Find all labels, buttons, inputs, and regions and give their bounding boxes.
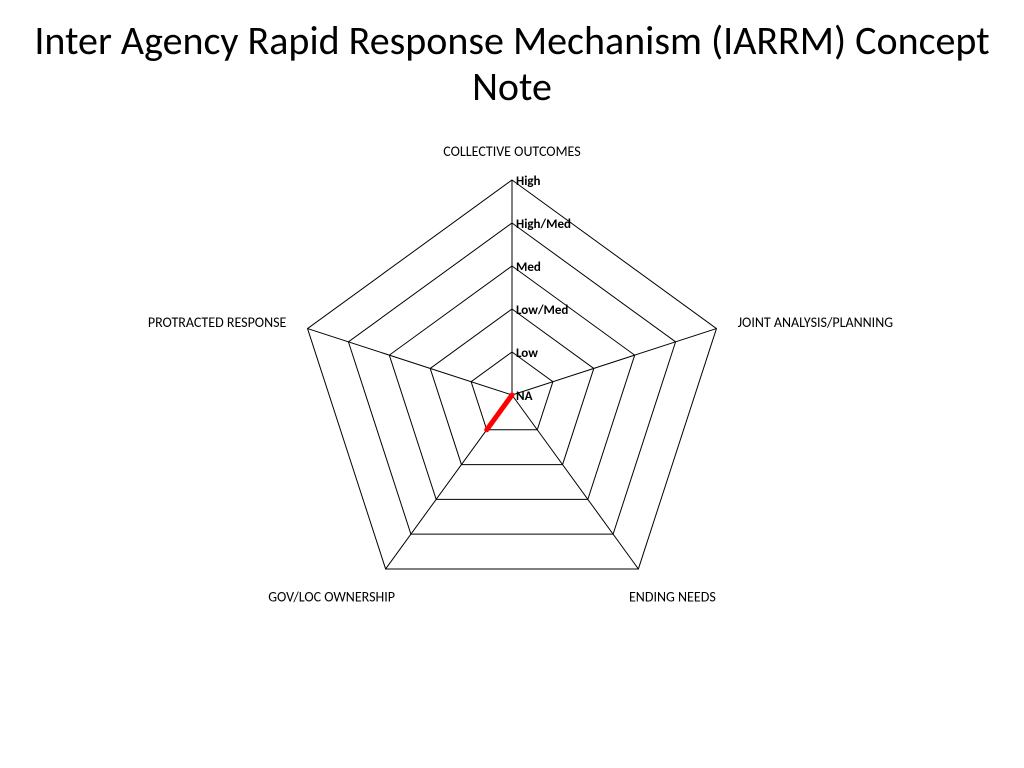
- ring-label: High/Med: [516, 217, 571, 232]
- axis-label: ENDING NEEDS: [629, 589, 716, 606]
- axis-label: GOV/LOC OWNERSHIP: [268, 589, 395, 606]
- ring-label: Low/Med: [516, 303, 568, 318]
- axis-label: COLLECTIVE OUTCOMES: [443, 143, 580, 160]
- ring-label: High: [516, 174, 541, 189]
- ring-label: NA: [516, 389, 533, 404]
- page-title: Inter Agency Rapid Response Mechanism (I…: [0, 0, 1024, 110]
- data-series: [487, 395, 512, 430]
- radar-svg: NA Low Low/Med Med High/Med High COLLECTIVE OU…: [0, 110, 1024, 768]
- ring-label: Low: [516, 346, 538, 361]
- ring-label: Med: [516, 260, 541, 275]
- radar-chart: NA Low Low/Med Med High/Med High COLLECTIVE OU…: [0, 110, 1024, 768]
- axis-label: JOINT ANALYSIS/PLANNING: [738, 314, 894, 331]
- axis-label: PROTRACTED RESPONSE: [148, 314, 287, 331]
